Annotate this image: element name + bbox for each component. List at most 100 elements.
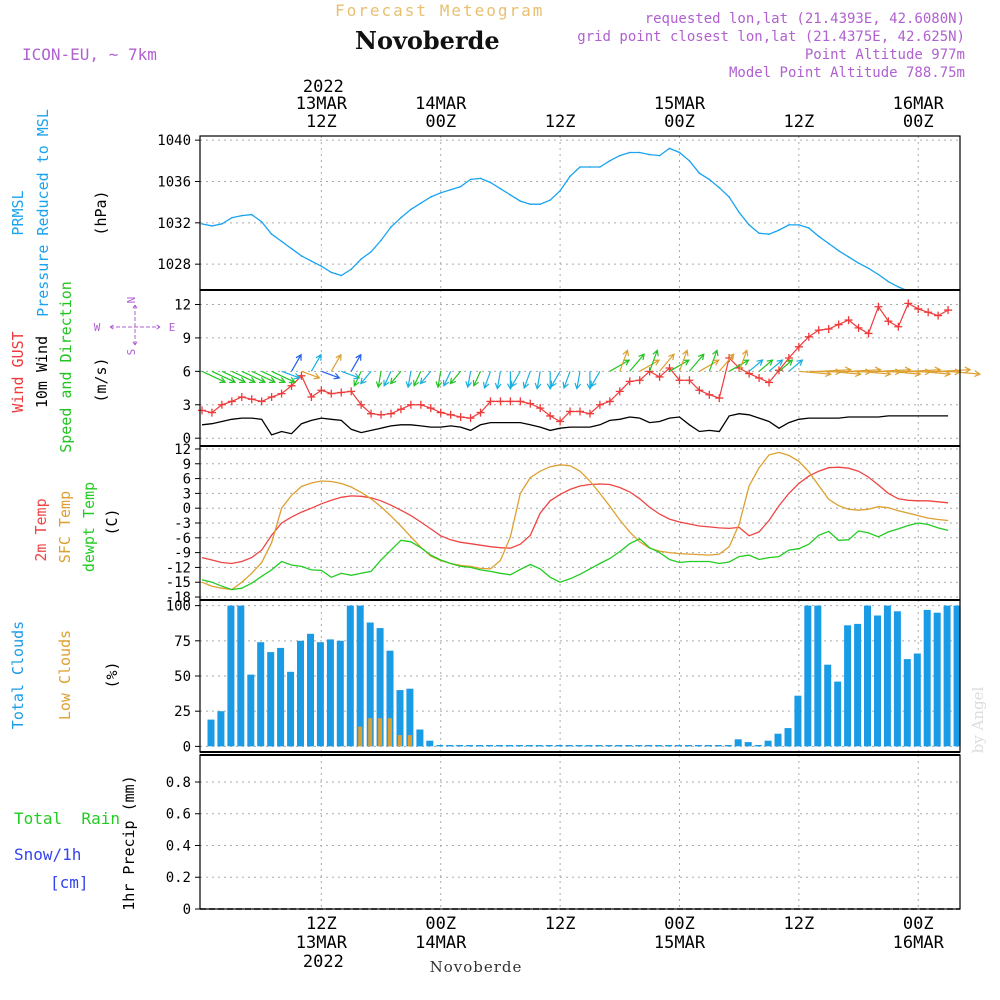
total-cloud-bar xyxy=(406,688,414,747)
pressure-line xyxy=(201,147,908,290)
pressure-point xyxy=(788,224,790,226)
gust-marker xyxy=(834,320,843,329)
location-title: Novoberde xyxy=(355,26,500,55)
ytick-label-clouds: 75 xyxy=(174,634,191,650)
total-cloud-bar xyxy=(585,745,593,747)
top-hour-label: 00Z xyxy=(425,112,456,132)
total-cloud-bar xyxy=(804,605,812,747)
total-cloud-bar xyxy=(316,642,324,747)
gust-marker xyxy=(327,389,336,398)
compass-west: W xyxy=(94,321,101,334)
total-cloud-bar xyxy=(297,640,304,747)
wind-direction-arrow xyxy=(778,359,794,372)
gust-marker xyxy=(944,306,953,315)
wind-direction-arrow xyxy=(649,349,659,372)
gust-marker xyxy=(546,411,555,420)
total-cloud-bar xyxy=(903,659,911,747)
pressure-point xyxy=(280,240,283,243)
total-cloud-bar xyxy=(854,623,862,747)
panel-frame-precip xyxy=(199,754,961,910)
gust-marker xyxy=(446,410,455,419)
panel-frame-pressure xyxy=(199,135,961,291)
pressure-label-msl: Pressure Reduced to MSL xyxy=(34,109,52,317)
pressure-point xyxy=(519,200,522,202)
ytick-label-clouds: 25 xyxy=(174,704,191,720)
total-cloud-bar xyxy=(326,639,334,747)
wind10m-line xyxy=(201,413,949,436)
ytick-label-temperature: -12 xyxy=(166,560,191,576)
gust-marker xyxy=(556,417,565,426)
low-cloud-bar xyxy=(368,718,373,747)
wind-direction-arrow xyxy=(419,370,432,385)
pressure-point xyxy=(609,160,611,162)
total-cloud-bar xyxy=(565,745,573,747)
wind-direction-arrow xyxy=(435,371,443,389)
total-cloud-bar xyxy=(913,653,921,747)
gust-marker xyxy=(625,377,634,386)
total-cloud-bar xyxy=(605,745,613,747)
pressure-point xyxy=(201,223,203,225)
gust-marker xyxy=(257,397,266,406)
pressure-point xyxy=(817,235,820,238)
dewpoint-line xyxy=(201,522,949,591)
wind-direction-arrow xyxy=(669,359,690,372)
pressure-point xyxy=(708,178,711,181)
pressure-point xyxy=(807,227,810,229)
wind-direction-arrow xyxy=(728,359,750,372)
dewpoint-label: dewpt Temp xyxy=(80,482,98,572)
gust-marker xyxy=(794,342,803,351)
total-cloud-bar xyxy=(416,729,424,747)
bottom-hour-label: 12Z xyxy=(545,914,576,934)
gust-marker xyxy=(844,316,853,325)
pressure-unit-label: (hPa) xyxy=(92,190,110,235)
gust-marker xyxy=(307,392,316,401)
total-cloud-bar xyxy=(665,745,673,747)
pressure-point xyxy=(340,274,343,277)
gust-marker xyxy=(227,397,236,406)
wind-direction-arrow xyxy=(442,371,452,387)
precip-unit-label: 1hr Precip (mm) xyxy=(120,775,138,910)
ytick-label-clouds: 0 xyxy=(183,739,191,755)
gust-marker xyxy=(605,397,614,406)
pressure-point xyxy=(529,203,532,206)
total-cloud-bar xyxy=(883,605,891,747)
gust-marker xyxy=(874,302,883,311)
temp-unit-label: (C) xyxy=(103,508,121,535)
total-cloud-bar xyxy=(953,605,961,747)
total-cloud-bar xyxy=(595,745,603,747)
total-cloud-bar xyxy=(764,740,772,747)
gust-marker xyxy=(386,409,395,418)
temp2m-line xyxy=(201,466,949,565)
wind-direction-arrow xyxy=(629,353,645,372)
pressure-point xyxy=(350,268,353,271)
total-cloud-bar xyxy=(784,728,792,747)
top-date-label: 15MAR xyxy=(654,94,706,114)
closest-coords: grid point closest lon,lat (21.4375E, 42… xyxy=(577,29,965,45)
pressure-point xyxy=(549,199,551,201)
wind-direction-arrow xyxy=(310,353,322,372)
gust-marker xyxy=(635,376,644,385)
total-cloud-bar xyxy=(893,611,901,747)
total-cloud-bar xyxy=(615,745,623,747)
pressure-point xyxy=(618,154,621,157)
wind-direction-arrow xyxy=(241,370,267,384)
total-cloud-bar xyxy=(476,745,484,747)
pressure-point xyxy=(420,202,422,204)
ytick-label-temperature: 0 xyxy=(183,501,191,517)
ytick-label-precip: 0.8 xyxy=(166,775,191,791)
pressure-point xyxy=(778,229,780,231)
total-cloud-bar xyxy=(466,745,474,747)
pressure-point xyxy=(310,260,313,262)
pressure-point xyxy=(449,188,452,191)
gust-marker xyxy=(685,376,694,385)
ytick-label-wind: 12 xyxy=(174,297,191,313)
total-cloud-bar xyxy=(456,745,464,747)
total-cloud-bar xyxy=(227,605,235,747)
total-cloud-bar xyxy=(834,681,842,747)
ytick-label-temperature: 12 xyxy=(174,442,191,458)
wind-direction-arrow xyxy=(510,371,521,388)
total-cloud-bar xyxy=(774,733,782,747)
low-clouds-label: Low Clouds xyxy=(56,630,74,720)
wind-direction-arrow xyxy=(383,371,392,387)
